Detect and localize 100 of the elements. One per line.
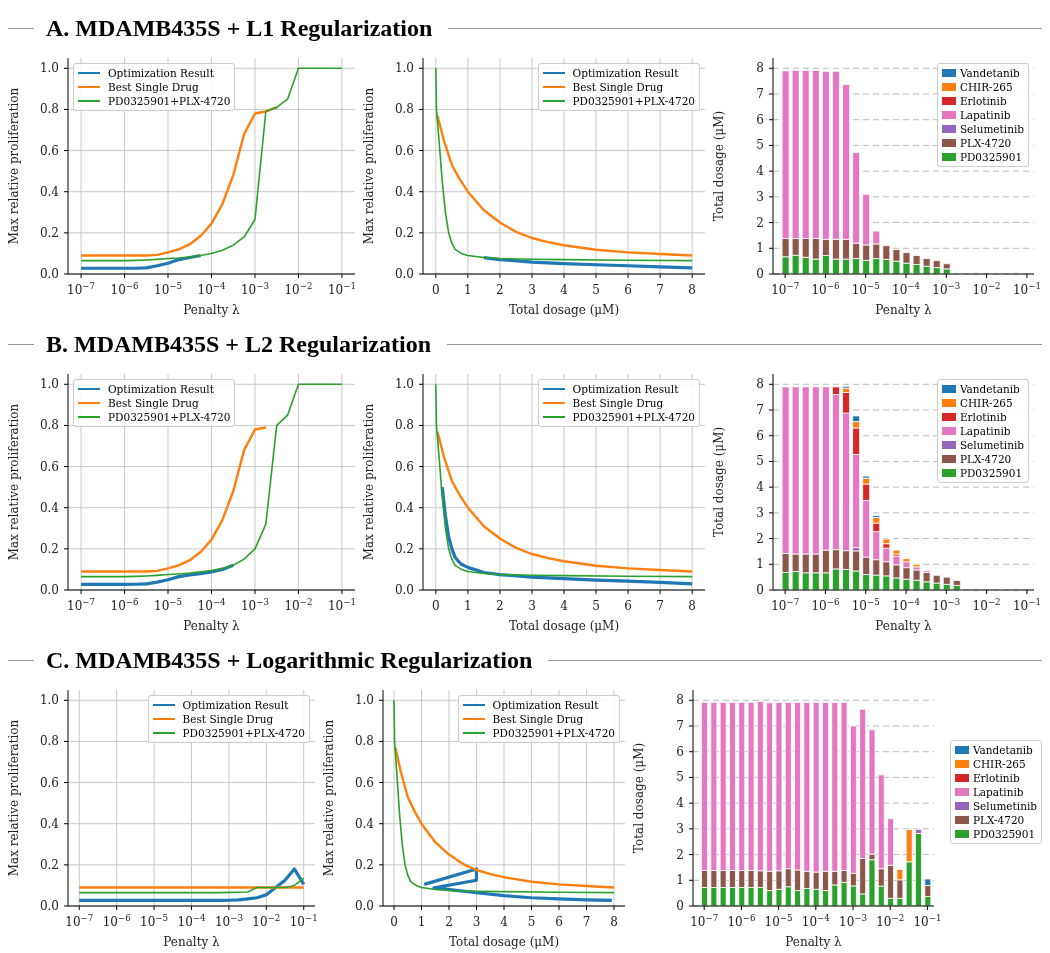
line-series bbox=[436, 430, 694, 573]
legend-label: Optimization Result bbox=[108, 66, 214, 80]
y-tick-label: 5 bbox=[676, 770, 684, 785]
legend-label: PLX-4720 bbox=[959, 452, 1012, 466]
x-axis-title: Total dosage (μM) bbox=[508, 303, 620, 317]
y-tick-label: 0.2 bbox=[394, 225, 414, 240]
x-tick-label: 10$^{−7}$ bbox=[771, 281, 800, 297]
x-tick-label: 10$^{−5}$ bbox=[851, 281, 880, 297]
x-tick-label: 2 bbox=[445, 915, 453, 929]
y-tick-label: 3 bbox=[756, 189, 764, 204]
x-tick-label: 10$^{−5}$ bbox=[154, 281, 183, 297]
x-tick-label: 10$^{−1}$ bbox=[327, 597, 356, 613]
line-series bbox=[394, 746, 616, 889]
chart-title: C. MDAMB435S + Logarithmic Regularization bbox=[46, 646, 533, 674]
legend-label: Lapatinib bbox=[959, 424, 1011, 438]
legend-label: Lapatinib bbox=[959, 108, 1011, 122]
y-axis-title: Max relative proliferation bbox=[7, 719, 22, 877]
x-tick-label: 10$^{−1}$ bbox=[1012, 281, 1041, 297]
x-tick-label: 10$^{−2}$ bbox=[284, 281, 313, 297]
y-tick-label: 0.4 bbox=[39, 184, 60, 199]
legend-label: PD0325901+PLX-4720 bbox=[108, 410, 231, 424]
x-tick-label: 5 bbox=[592, 599, 600, 613]
x-tick-label: 6 bbox=[624, 599, 632, 613]
x-tick-label: 3 bbox=[528, 283, 536, 297]
line-series bbox=[436, 114, 694, 257]
x-tick-label: 10$^{−5}$ bbox=[154, 597, 183, 613]
x-tick-label: 4 bbox=[500, 915, 509, 929]
legend-label: Best Single Drug bbox=[572, 80, 664, 94]
x-tick-label: 6 bbox=[555, 915, 563, 929]
y-tick-label: 0.6 bbox=[394, 459, 414, 474]
line-series bbox=[482, 255, 694, 270]
y-tick-label: 0.4 bbox=[394, 500, 415, 515]
x-tick-label: 5 bbox=[527, 915, 536, 929]
x-tick-label: 4 bbox=[560, 283, 569, 297]
x-tick-label: 0 bbox=[432, 599, 440, 613]
x-tick-label: 3 bbox=[528, 599, 536, 613]
y-tick-label: 1.0 bbox=[394, 377, 414, 392]
y-axis-title: Total dosage (μM) bbox=[712, 426, 727, 538]
x-tick-label: 1 bbox=[464, 283, 472, 297]
x-tick-label: 10$^{−3}$ bbox=[240, 597, 269, 613]
legend-label: Optimization Result bbox=[572, 382, 679, 396]
legend-label: Lapatinib bbox=[972, 785, 1024, 799]
y-axis-title: Total dosage (μM) bbox=[632, 742, 647, 854]
legend-label: PD0325901+PLX-4720 bbox=[108, 94, 231, 108]
line-series bbox=[79, 426, 268, 573]
x-tick-label: 10$^{−3}$ bbox=[932, 281, 961, 297]
y-tick-label: 0.6 bbox=[354, 775, 374, 790]
legend-label: Selumetinib bbox=[959, 438, 1024, 452]
x-tick-label: 10$^{−6}$ bbox=[110, 281, 139, 297]
y-tick-label: 0.8 bbox=[39, 418, 59, 433]
x-tick-label: 7 bbox=[582, 915, 591, 929]
y-tick-label: 1.0 bbox=[354, 693, 374, 708]
x-tick-label: 0 bbox=[432, 283, 440, 297]
x-tick-label: 10$^{−2}$ bbox=[252, 913, 281, 929]
x-tick-label: 10$^{−6}$ bbox=[102, 913, 131, 929]
x-tick-label: 10$^{−1}$ bbox=[289, 913, 318, 929]
x-tick-label: 10$^{−6}$ bbox=[727, 913, 756, 929]
line-series bbox=[80, 67, 343, 262]
legend-label: PLX-4720 bbox=[972, 813, 1025, 827]
x-tick-label: 10$^{−1}$ bbox=[1012, 597, 1041, 613]
y-tick-label: 0.4 bbox=[354, 816, 375, 831]
legend-label: PLX-4720 bbox=[959, 136, 1012, 150]
y-tick-label: 0.8 bbox=[354, 734, 374, 749]
legend-label: PD0325901+PLX-4720 bbox=[572, 94, 695, 108]
legend-label: PD0325901+PLX-4720 bbox=[492, 726, 615, 740]
x-tick-label: 10$^{−1}$ bbox=[913, 913, 942, 929]
y-tick-label: 0.8 bbox=[39, 102, 59, 117]
legend-label: PD0325901 bbox=[972, 827, 1036, 841]
y-tick-label: 5 bbox=[756, 138, 764, 153]
y-tick-label: 0.0 bbox=[39, 899, 59, 913]
x-tick-label: 10$^{−5}$ bbox=[851, 597, 880, 613]
y-tick-label: 0.4 bbox=[394, 184, 415, 199]
y-tick-label: 0.8 bbox=[394, 102, 414, 117]
line-series bbox=[422, 867, 614, 903]
y-tick-label: 0.6 bbox=[39, 775, 59, 790]
x-tick-label: 10$^{−7}$ bbox=[65, 913, 94, 929]
y-axis-title: Max relative proliferation bbox=[322, 719, 337, 877]
legend-label: Best Single Drug bbox=[492, 712, 584, 726]
y-tick-label: 6 bbox=[756, 112, 764, 127]
x-tick-label: 10$^{−1}$ bbox=[327, 281, 356, 297]
x-tick-label: 10$^{−5}$ bbox=[140, 913, 169, 929]
y-axis-title: Max relative proliferation bbox=[7, 403, 22, 561]
bar bbox=[942, 263, 951, 270]
x-tick-label: 10$^{−6}$ bbox=[811, 597, 840, 613]
line-series bbox=[79, 563, 235, 587]
legend-label: Erlotinib bbox=[959, 94, 1007, 108]
y-tick-label: 0.8 bbox=[394, 418, 414, 433]
line-series bbox=[77, 867, 306, 903]
x-tick-label: 10$^{−7}$ bbox=[690, 913, 719, 929]
x-tick-label: 10$^{−2}$ bbox=[972, 281, 1001, 297]
legend-label: CHIR-265 bbox=[959, 396, 1013, 410]
x-tick-label: 10$^{−2}$ bbox=[876, 913, 905, 929]
y-tick-label: 0.2 bbox=[354, 857, 374, 872]
y-tick-label: 8 bbox=[676, 693, 684, 708]
y-tick-label: 8 bbox=[756, 377, 764, 392]
y-tick-label: 1 bbox=[676, 873, 684, 888]
x-tick-label: 10$^{−6}$ bbox=[811, 281, 840, 297]
x-tick-label: 7 bbox=[656, 599, 664, 613]
x-tick-label: 10$^{−3}$ bbox=[214, 913, 243, 929]
bar bbox=[952, 580, 961, 586]
